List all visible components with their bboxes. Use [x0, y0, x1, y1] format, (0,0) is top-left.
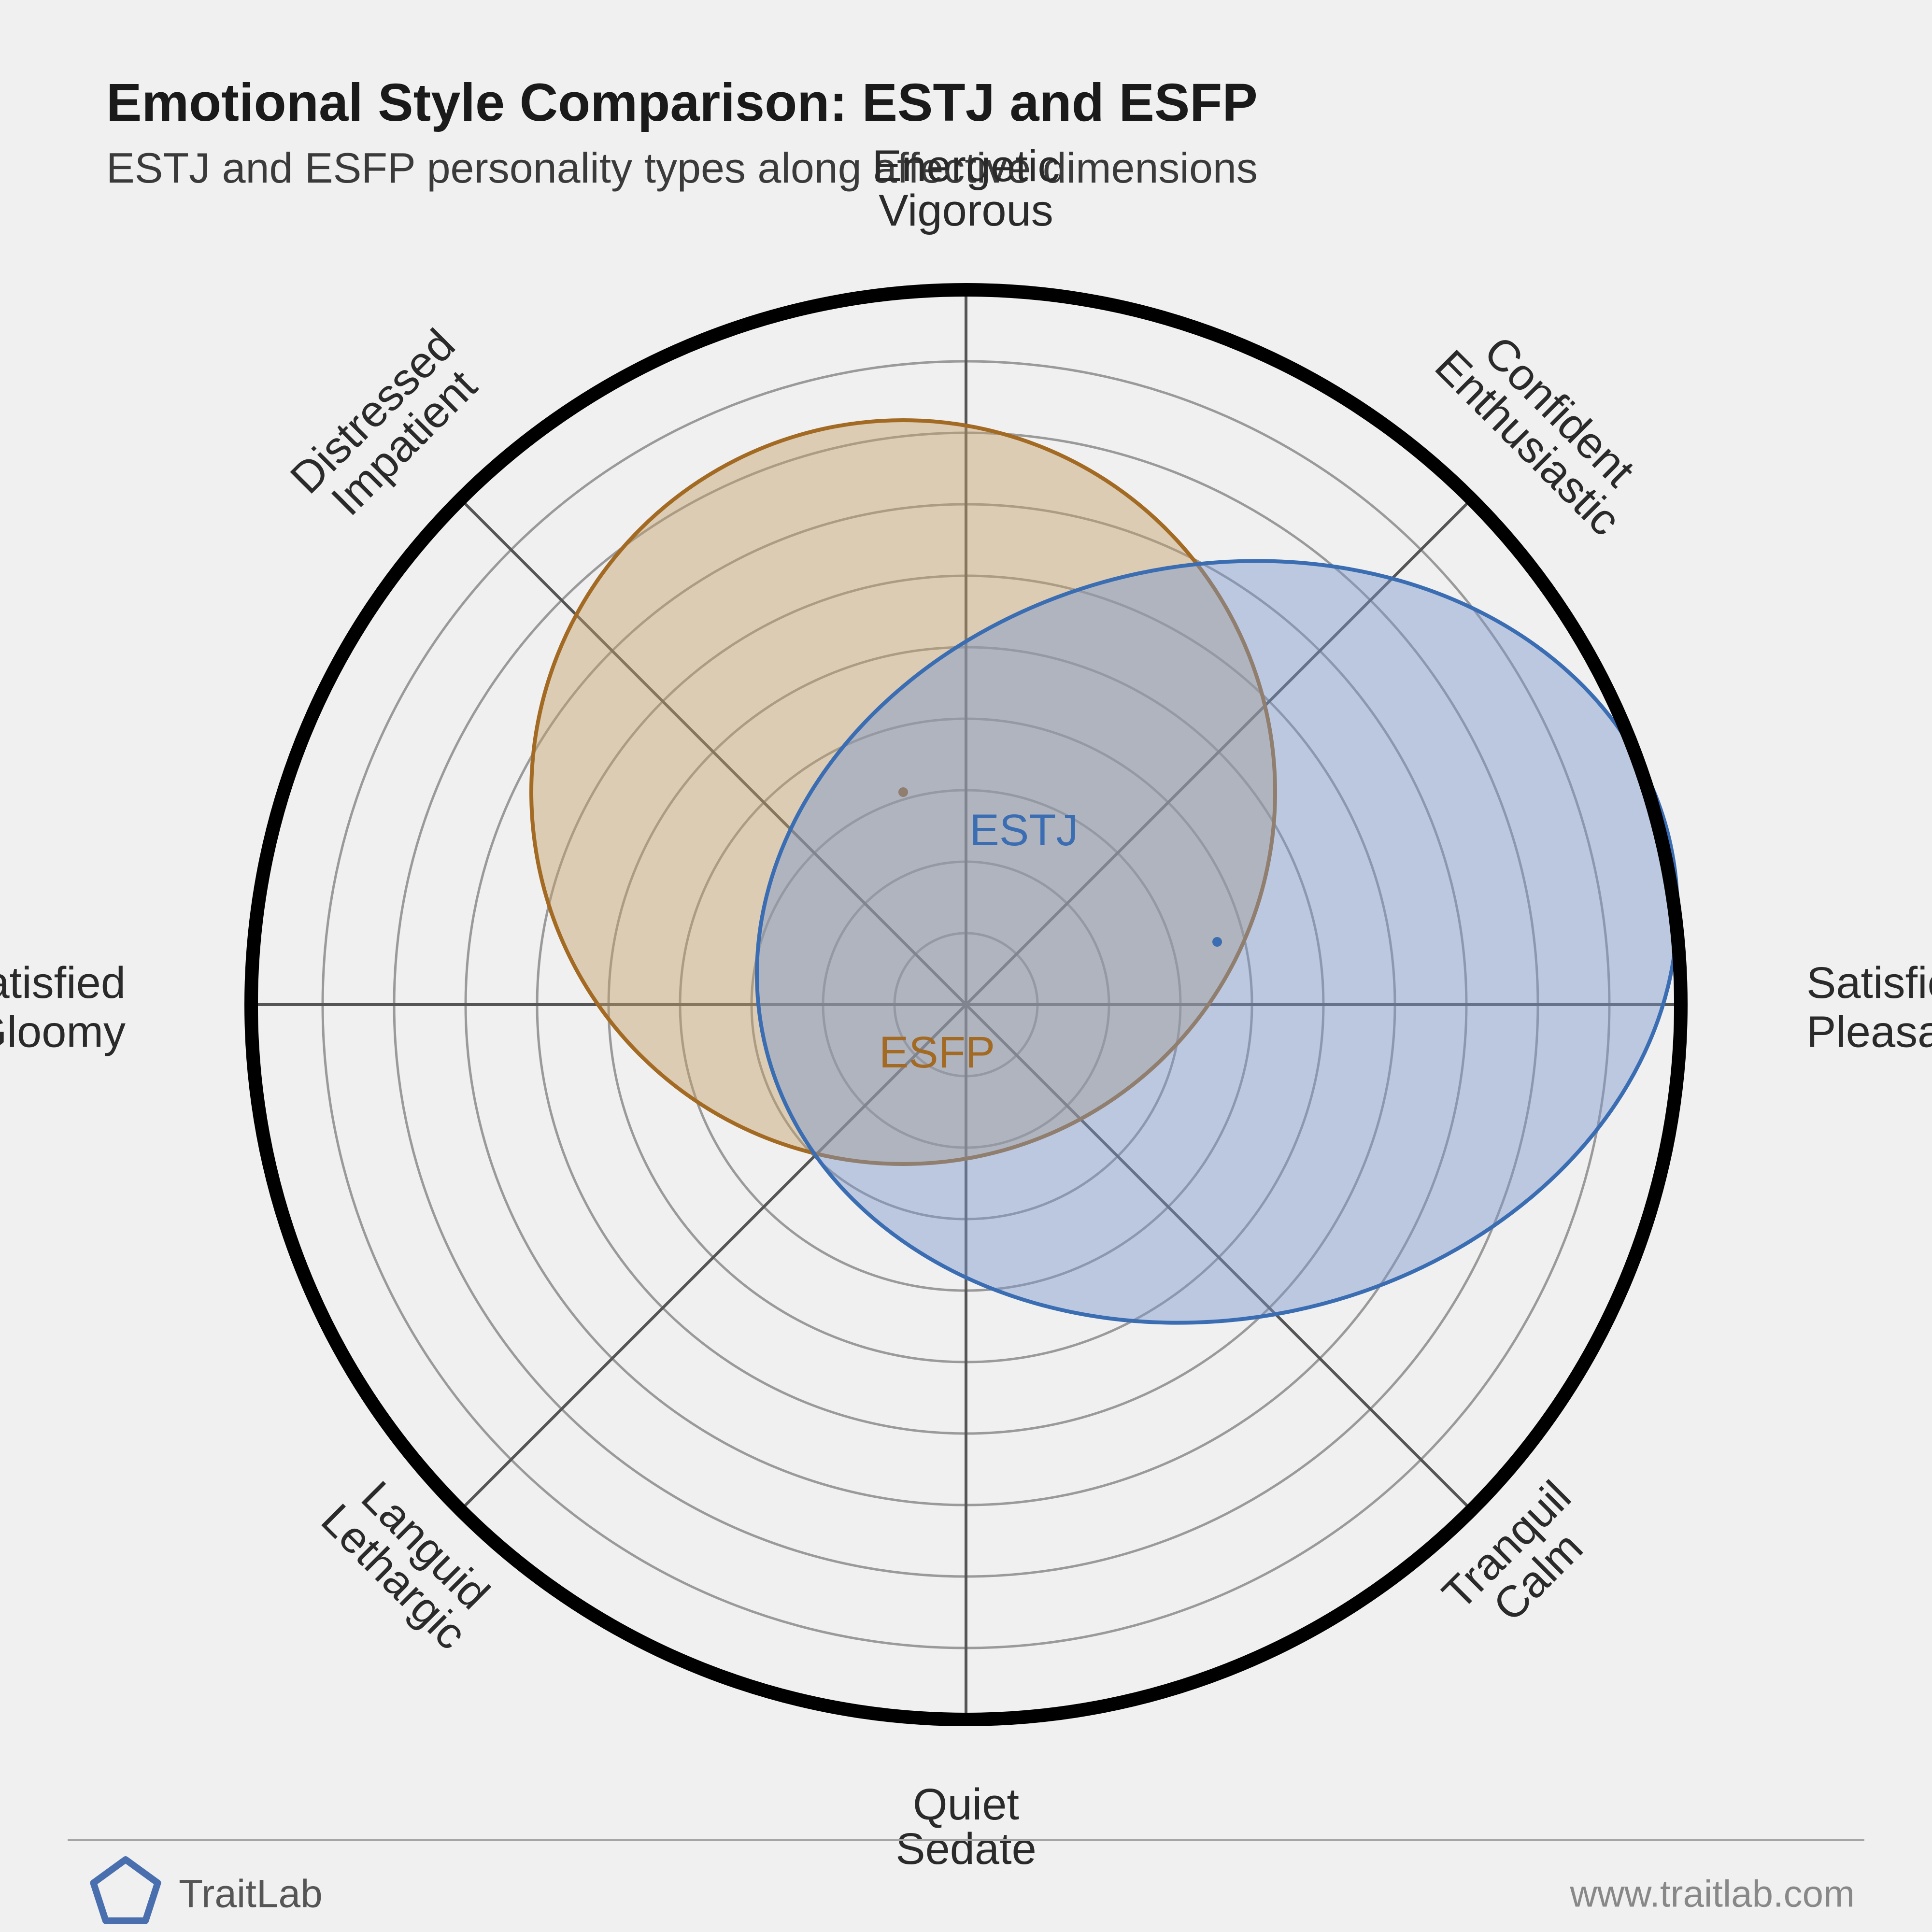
footer-url: www.traitlab.com — [1570, 1872, 1855, 1915]
axis-label-right-line1: Satisfied — [1806, 958, 1932, 1008]
axis-label-bottom: QuietSedate — [895, 1780, 1037, 1874]
axis-label-left-line2: Gloomy — [0, 1007, 126, 1056]
series-label-esfp: ESFP — [879, 1028, 995, 1077]
series-center-estj — [1212, 937, 1222, 947]
axis-label-right: SatisfiedPleasant — [1806, 958, 1932, 1056]
axis-label-left: DissatisfiedGloomy — [0, 958, 126, 1056]
axis-label-top-line2: Vigorous — [879, 186, 1053, 235]
axis-label-left-line1: Dissatisfied — [0, 958, 126, 1008]
axis-label-top: EnergeticVigorous — [872, 142, 1060, 235]
chart-subtitle: ESTJ and ESFP personality types along af… — [106, 144, 1258, 192]
brand-text: TraitLab — [179, 1872, 323, 1916]
series-label-estj: ESTJ — [970, 806, 1079, 855]
axis-label-top-line1: Energetic — [872, 142, 1060, 191]
chart-title: Emotional Style Comparison: ESTJ and ESF… — [106, 73, 1258, 132]
axis-label-bottom-line2: Sedate — [895, 1824, 1037, 1874]
axis-label-right-line2: Pleasant — [1806, 1007, 1932, 1056]
axis-label-bottom-line1: Quiet — [913, 1780, 1019, 1829]
